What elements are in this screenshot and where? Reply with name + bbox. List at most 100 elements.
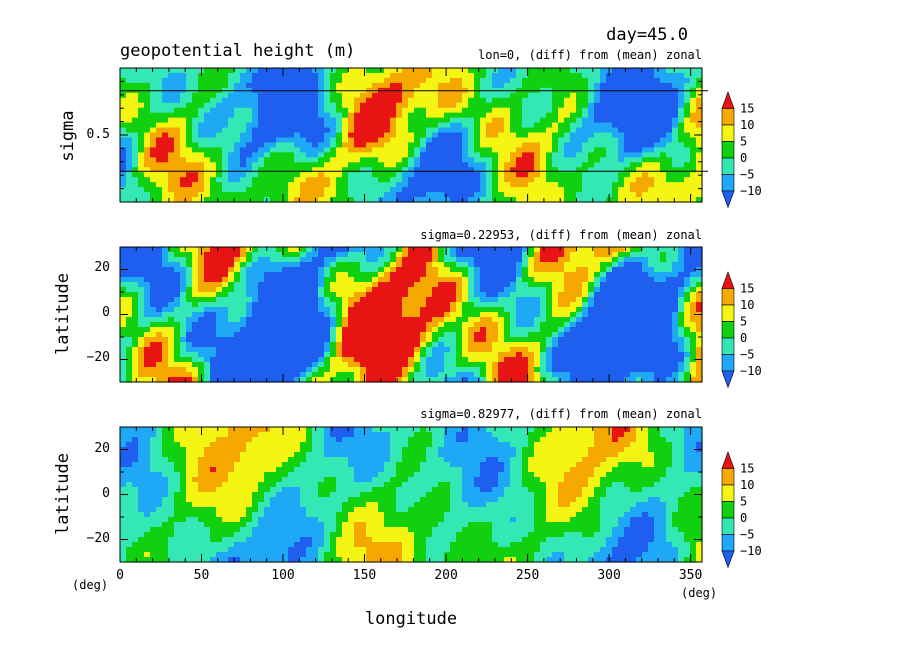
- heatmap-cell: [186, 307, 193, 313]
- heatmap-cell: [312, 187, 319, 193]
- heatmap-cell: [594, 337, 601, 343]
- heatmap-cell: [438, 192, 445, 198]
- heatmap-cell: [366, 177, 373, 183]
- heatmap-cell: [396, 277, 403, 283]
- heatmap-cell: [336, 197, 343, 203]
- heatmap-cell: [198, 272, 205, 278]
- heatmap-cell: [390, 147, 397, 153]
- heatmap-cell: [156, 137, 163, 144]
- heatmap-cell: [534, 97, 541, 104]
- heatmap-cell: [618, 347, 625, 353]
- heatmap-cell: [642, 147, 649, 153]
- heatmap-cell: [138, 292, 145, 298]
- heatmap-cell: [468, 252, 475, 258]
- heatmap-cell: [252, 182, 259, 188]
- heatmap-cell: [276, 157, 283, 163]
- heatmap-cell: [684, 262, 691, 268]
- heatmap-cell: [486, 72, 493, 79]
- heatmap-cell: [288, 307, 295, 313]
- heatmap-cell: [408, 162, 415, 168]
- heatmap-cell: [324, 122, 331, 129]
- heatmap-cell: [180, 262, 187, 268]
- heatmap-cell: [462, 112, 469, 119]
- heatmap-field: [120, 68, 703, 203]
- heatmap-cell: [696, 322, 703, 328]
- heatmap-cell: [618, 297, 625, 303]
- heatmap-cell: [480, 197, 487, 203]
- heatmap-cell: [498, 297, 505, 303]
- heatmap-cell: [588, 107, 595, 114]
- heatmap-cell: [444, 117, 451, 124]
- heatmap-cell: [294, 352, 301, 358]
- heatmap-cell: [288, 82, 295, 89]
- heatmap-cell: [678, 287, 685, 293]
- heatmap-cell: [306, 182, 313, 188]
- heatmap-cell: [432, 267, 439, 273]
- heatmap-cell: [588, 327, 595, 333]
- heatmap-cell: [186, 322, 193, 328]
- heatmap-cell: [342, 272, 349, 278]
- heatmap-cell: [264, 102, 271, 109]
- heatmap-cell: [300, 262, 307, 268]
- heatmap-cell: [504, 122, 511, 129]
- heatmap-cell: [558, 102, 565, 109]
- heatmap-cell: [216, 257, 223, 263]
- heatmap-cell: [216, 112, 223, 119]
- heatmap-cell: [384, 157, 391, 163]
- heatmap-cell: [240, 287, 247, 293]
- heatmap-cell: [564, 132, 571, 139]
- heatmap-cell: [612, 337, 619, 343]
- heatmap-cell: [354, 297, 361, 303]
- heatmap-cell: [570, 317, 577, 323]
- heatmap-cell: [156, 257, 163, 263]
- heatmap-cell: [450, 317, 457, 323]
- heatmap-cell: [330, 127, 337, 134]
- heatmap-cell: [594, 197, 601, 203]
- heatmap-cell: [234, 287, 241, 293]
- heatmap-cell: [324, 68, 331, 74]
- heatmap-cell: [600, 157, 607, 163]
- heatmap-cell: [408, 82, 415, 89]
- heatmap-cell: [576, 197, 583, 203]
- heatmap-cell: [378, 137, 385, 144]
- heatmap-cell: [318, 342, 325, 348]
- heatmap-cell: [534, 167, 541, 173]
- heatmap-cell: [618, 192, 625, 198]
- heatmap-cell: [264, 252, 271, 258]
- heatmap-cell: [594, 97, 601, 104]
- heatmap-cell: [228, 337, 235, 343]
- heatmap-cell: [696, 182, 703, 188]
- heatmap-cell: [624, 257, 631, 263]
- heatmap-cell: [564, 77, 571, 84]
- heatmap-cell: [366, 317, 373, 323]
- heatmap-cell: [378, 167, 385, 173]
- heatmap-cell: [336, 68, 343, 74]
- heatmap-cell: [276, 302, 283, 308]
- heatmap-cell: [180, 287, 187, 293]
- heatmap-cell: [276, 352, 283, 358]
- heatmap-cell: [564, 307, 571, 313]
- heatmap-cell: [474, 92, 481, 99]
- heatmap-cell: [360, 302, 367, 308]
- heatmap-cell: [186, 337, 193, 343]
- heatmap-cell: [156, 317, 163, 323]
- heatmap-cell: [444, 287, 451, 293]
- heatmap-cell: [234, 182, 241, 188]
- heatmap-cell: [420, 117, 427, 124]
- heatmap-cell: [330, 332, 337, 338]
- heatmap-cell: [618, 82, 625, 89]
- heatmap-cell: [360, 247, 367, 253]
- heatmap-cell: [618, 97, 625, 104]
- heatmap-cell: [390, 347, 397, 353]
- heatmap-cell: [696, 72, 703, 79]
- heatmap-cell: [186, 137, 193, 144]
- heatmap-cell: [138, 267, 145, 273]
- heatmap-cell: [498, 197, 505, 203]
- heatmap-cell: [552, 127, 559, 134]
- heatmap-cell: [564, 252, 571, 258]
- heatmap-cell: [558, 182, 565, 188]
- heatmap-cell: [150, 262, 157, 268]
- heatmap-cell: [480, 317, 487, 323]
- heatmap-cell: [216, 152, 223, 158]
- heatmap-cell: [378, 182, 385, 188]
